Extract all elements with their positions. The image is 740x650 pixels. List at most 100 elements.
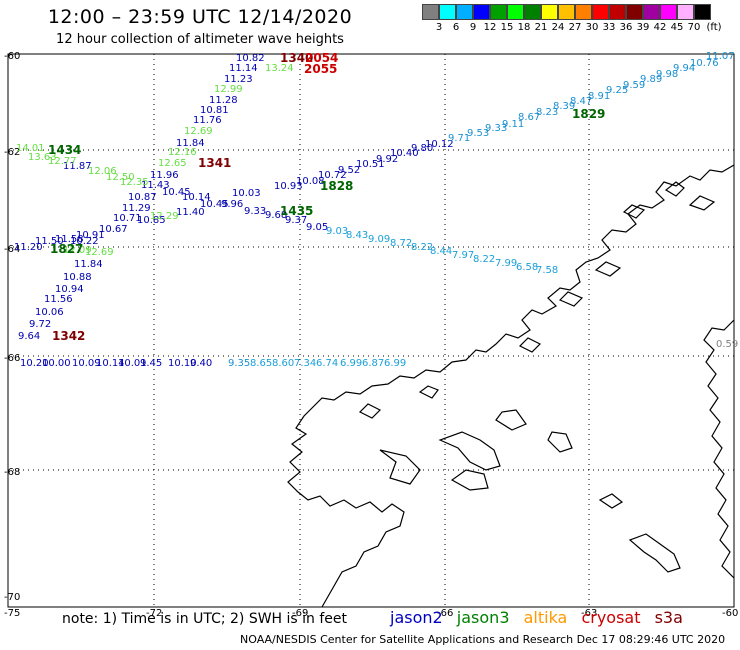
- colorbar-swatch: [507, 4, 524, 20]
- colorbar-swatch: [592, 4, 609, 20]
- track-value: 11.07: [706, 51, 735, 62]
- track-value: 11.84: [176, 138, 205, 149]
- coastline: [287, 164, 735, 608]
- colorbar-swatch: [558, 4, 575, 20]
- time-labels: 1434 1341 1340 2054 2055 1828 1829 1435 …: [48, 51, 605, 343]
- lon-label: -66: [437, 608, 453, 619]
- colorbar-label: 21: [534, 22, 548, 33]
- colorbar-label: 18: [517, 22, 531, 33]
- page-subtitle: 12 hour collection of altimeter wave hei…: [56, 32, 344, 47]
- track-value: 9.11: [502, 119, 524, 130]
- colorbar-label: 39: [636, 22, 650, 33]
- track-value: 9.09: [368, 234, 390, 245]
- track-value: 0.59: [716, 339, 738, 350]
- satellite-legend: jason2 jason3 altika cryosat s3a: [390, 608, 692, 627]
- legend-altika: altika: [523, 608, 568, 627]
- track-value: 12.65: [158, 158, 187, 169]
- lat-label: -68: [4, 467, 20, 478]
- colorbar-label: 36: [619, 22, 633, 33]
- track-value: 7.58: [536, 265, 558, 276]
- track-value: 8.22: [411, 242, 433, 253]
- track-value: 10.03: [232, 188, 261, 199]
- colorbar-label: 27: [568, 22, 582, 33]
- colorbar-label: 45: [670, 22, 684, 33]
- track-value: 9.59: [623, 80, 645, 91]
- track-value: 10.76: [690, 58, 719, 69]
- track-value: 8.43: [346, 230, 368, 241]
- track-value: 8.39: [553, 101, 575, 112]
- lon-label: -75: [4, 608, 20, 619]
- track-value: 9.80: [411, 143, 433, 154]
- track-value: 8.67: [518, 112, 540, 123]
- track-value: 6.99: [340, 358, 362, 369]
- track-value: 11.20: [14, 242, 43, 253]
- track-value: 10.81: [200, 105, 229, 116]
- track-value: 9.33: [244, 206, 266, 217]
- track-value: 9.71: [448, 133, 470, 144]
- colorbar-swatch: [456, 4, 473, 20]
- track-value: 10.12: [425, 139, 454, 150]
- track-value: 11.96: [150, 170, 179, 181]
- track-value: 9.35: [228, 358, 250, 369]
- track-value: 11.40: [176, 207, 205, 218]
- track-value: 10.22: [70, 236, 99, 247]
- footer-credit: NOAA/NESDIS Center for Satellite Applica…: [240, 633, 726, 646]
- track-value: 10.91: [76, 230, 105, 241]
- lon-label: -69: [292, 608, 308, 619]
- colorbar-label: 12: [483, 22, 497, 33]
- track-value: 10.20: [20, 358, 49, 369]
- colorbar-swatch: [541, 4, 558, 20]
- footer-note: note: 1) Time is in UTC; 2) SWH is in fe…: [62, 611, 348, 627]
- track-value: 9.89: [640, 74, 662, 85]
- lon-label: -60: [722, 608, 738, 619]
- track-value: 10.88: [63, 272, 92, 283]
- track-value: 9.33: [485, 123, 507, 134]
- track-value: 12.29: [150, 211, 179, 222]
- track-value: 10.45: [162, 187, 191, 198]
- track-value: 10.51: [356, 159, 385, 170]
- track-value: 11.50: [35, 236, 64, 247]
- colorbar-swatch: [422, 4, 439, 20]
- track-value: 10.14: [96, 358, 125, 369]
- colorbar-label: 15: [500, 22, 514, 33]
- track-value: 9.94: [673, 63, 695, 74]
- track-value: 12.09: [63, 245, 92, 256]
- track-value: 9.03: [326, 226, 348, 237]
- track-value: 8.44: [430, 246, 452, 257]
- track-value: 9.53: [467, 128, 489, 139]
- track-value: 12.35: [120, 177, 149, 188]
- colorbar-label: 42: [653, 22, 667, 33]
- time-label: 2055: [304, 62, 337, 76]
- track-value: 8.91: [588, 91, 610, 102]
- colorbar-label: 3: [435, 22, 443, 33]
- track-value: 13.24: [265, 63, 294, 74]
- track-value: 8.72: [390, 238, 412, 249]
- track-value: 11.23: [224, 74, 253, 85]
- lat-label: -70: [4, 592, 20, 603]
- track-lightgreen: 13.24 12.99 12.69 12.16 12.65 12.50 12.0…: [16, 63, 294, 258]
- track-cyan-low: 9.03 8.43 9.09 8.72 8.22 8.44 7.97 8.22 …: [326, 226, 558, 276]
- colorbar-swatch: [643, 4, 660, 20]
- track-value: 8.47: [570, 96, 592, 107]
- track-value: 9.68: [265, 210, 287, 221]
- colorbar-label: 9: [469, 22, 477, 33]
- track-value: 9.92: [376, 154, 398, 165]
- track-navy-upper: 10.82 11.14 11.23 11.28 10.81 11.76 11.8…: [14, 53, 265, 253]
- track-value: 9.96: [221, 199, 243, 210]
- lat-label: -66: [4, 353, 20, 364]
- colorbar-swatch: [626, 4, 643, 20]
- track-value: 11.28: [209, 95, 238, 106]
- time-label: 1434: [48, 143, 81, 157]
- track-value: 11.84: [74, 259, 103, 270]
- track-value: 8.22: [473, 254, 495, 265]
- track-value: 9.52: [338, 165, 360, 176]
- track-value: 14.01: [16, 143, 45, 154]
- track-value: 8.65: [250, 358, 272, 369]
- track-value: 8.60: [272, 358, 294, 369]
- track-value: 8.23: [536, 107, 558, 118]
- lat-label: -62: [4, 147, 20, 158]
- colorbar-label: 70: [687, 22, 701, 33]
- time-label: 1340: [280, 51, 313, 65]
- track-value: 12.16: [168, 147, 197, 158]
